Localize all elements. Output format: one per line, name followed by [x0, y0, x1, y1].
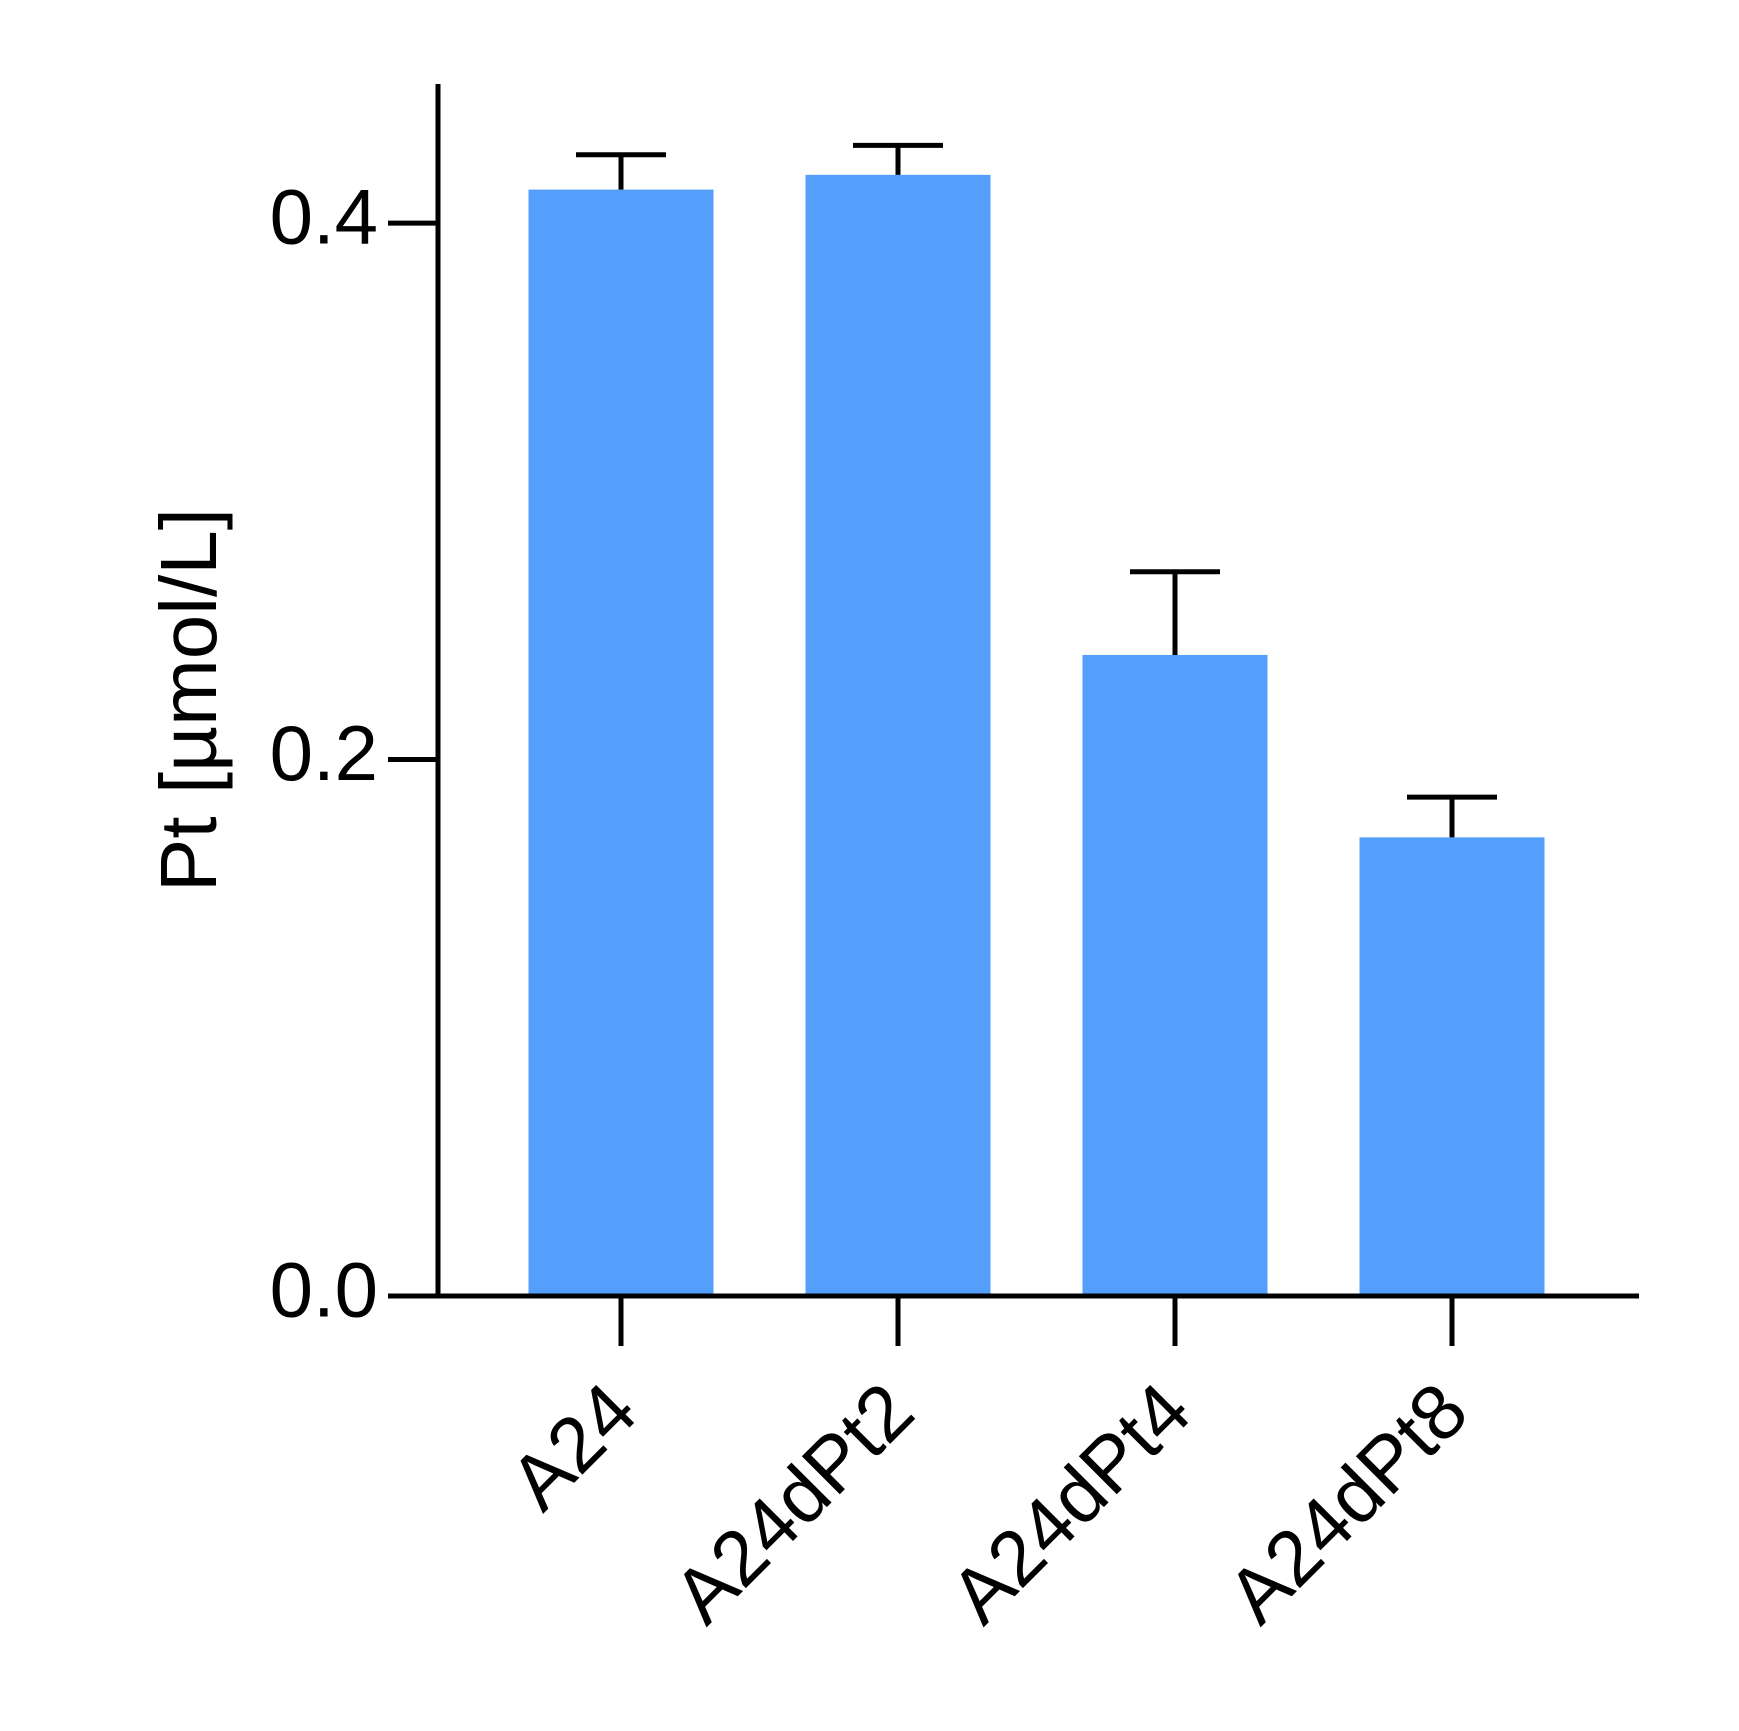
- y-tick-label: 0.4: [270, 173, 378, 261]
- x-tick-label: A24dPt8: [1210, 1366, 1484, 1640]
- x-tick-label: A24dPt4: [933, 1366, 1207, 1640]
- bar: [1359, 837, 1545, 1296]
- bar: [528, 189, 714, 1296]
- bar: [805, 174, 991, 1297]
- bar: [1082, 654, 1268, 1296]
- y-tick-label: 0.0: [270, 1246, 378, 1334]
- x-tick-label: A24: [493, 1366, 653, 1526]
- x-tick-label: A24dPt2: [656, 1366, 930, 1640]
- y-tick-label: 0.2: [270, 709, 378, 797]
- y-axis-label: Pt [µmol/L]: [144, 508, 233, 892]
